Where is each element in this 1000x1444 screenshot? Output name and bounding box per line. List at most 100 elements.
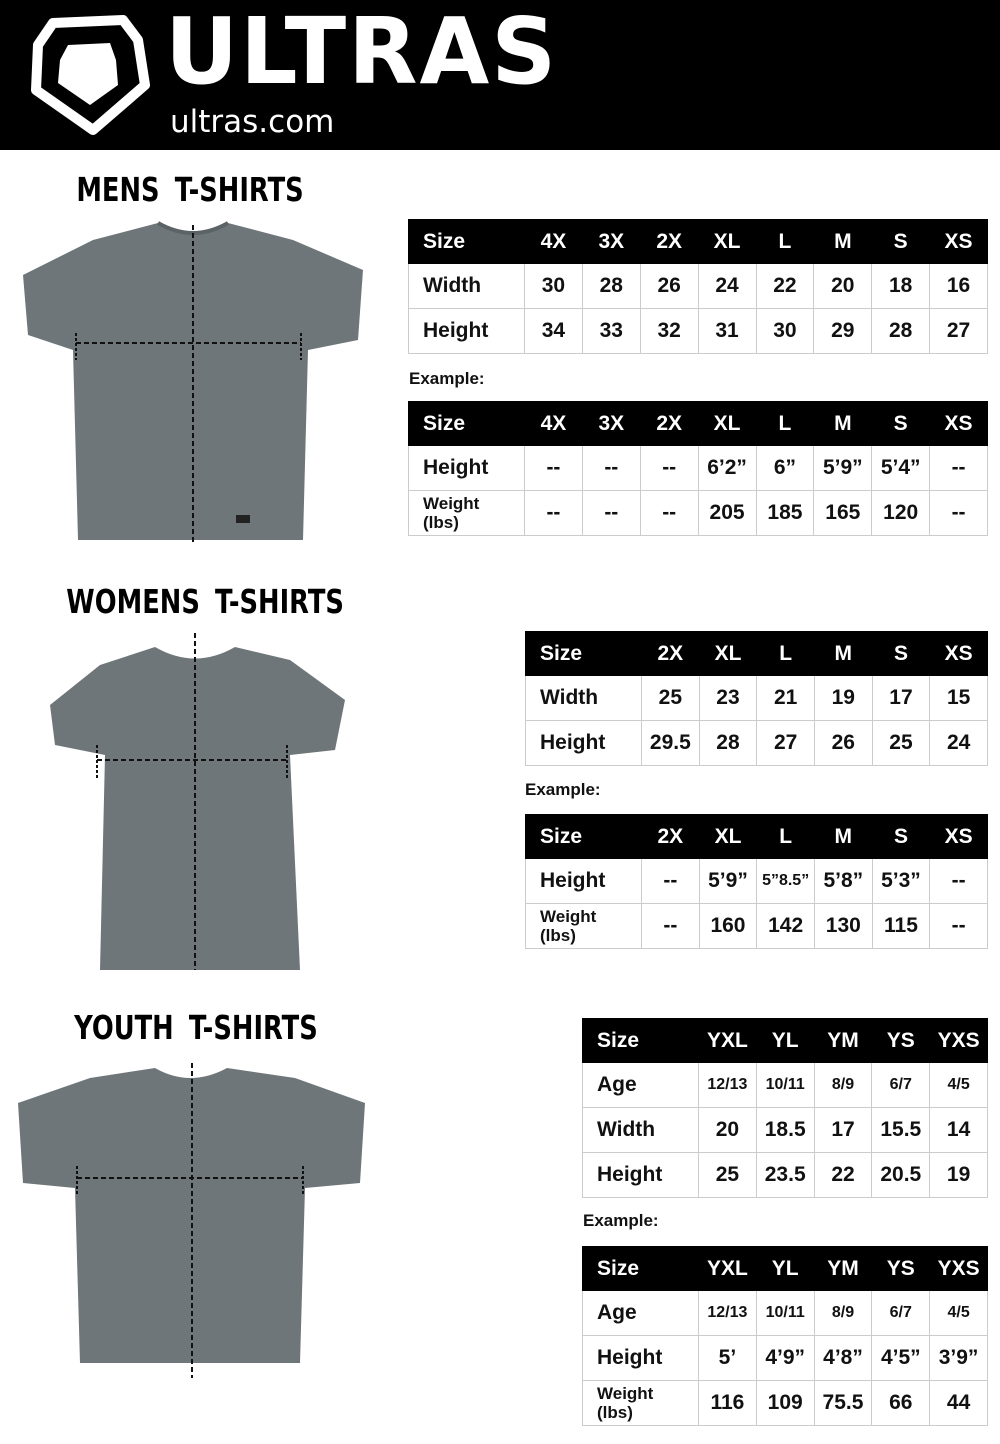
youth-title: YOUTH T-SHIRTS	[74, 1008, 318, 1047]
youth-measurement-table: Size YXL YL YM YS YXS Age 12/13 10/11 8/9 6/7 4/5 Wi…	[582, 1018, 988, 1198]
table-cell: 10/11	[755, 1062, 815, 1108]
table-cell: 5’	[698, 1335, 757, 1381]
table-cell: --	[929, 903, 988, 949]
table-cell: 25	[871, 720, 931, 766]
mens-example-table: Size 4X 3X 2X XL L M S XS Height -- -- -- 6’2” 6” 5’9” 5…	[408, 401, 988, 536]
table-cell: M	[813, 631, 873, 676]
table-cell: 26	[639, 263, 699, 309]
table-row: Weight (lbs) -- 160 142 130 115 --	[525, 903, 988, 949]
table-cell: 12/13	[698, 1290, 757, 1336]
table-cell: YXL	[698, 1246, 757, 1291]
row-label: Height	[408, 445, 525, 491]
table-cell: 8/9	[813, 1290, 873, 1336]
table-cell: 5’4”	[871, 445, 931, 491]
table-cell: 3’9”	[929, 1335, 988, 1381]
brand-name: ULTRAS	[165, 0, 559, 105]
table-cell: YS	[871, 1246, 931, 1291]
table-cell: 3X	[581, 219, 641, 264]
table-cell: L	[756, 631, 815, 676]
youth-example-table: Size YXL YL YM YS YXS Age 12/13 10/11 8/9 6/7 4/5 He…	[582, 1246, 988, 1426]
table-cell: XL	[698, 814, 758, 859]
table-cell: 34	[524, 308, 583, 354]
brand-domain: ultras.com	[170, 104, 335, 140]
row-label: Width	[582, 1107, 699, 1153]
table-cell: 20	[813, 263, 873, 309]
table-cell: XL	[697, 219, 757, 264]
ultras-shield-logo-icon	[31, 15, 150, 135]
youth-example-label: Example:	[583, 1211, 659, 1230]
table-row: Width 20 18.5 17 15.5 14	[582, 1107, 988, 1153]
row-label: Width	[408, 263, 525, 309]
table-cell: S	[871, 631, 931, 676]
mens-example-label: Example:	[409, 369, 485, 388]
table-row: Weight (lbs) 116 109 75.5 66 44	[582, 1380, 988, 1426]
table-cell: 20.5	[871, 1152, 931, 1198]
table-cell: 25	[698, 1152, 757, 1198]
table-cell: 4’8”	[813, 1335, 873, 1381]
table-cell: 2X	[641, 814, 700, 859]
table-cell: 20	[698, 1107, 757, 1153]
table-cell: 19	[929, 1152, 988, 1198]
table-cell: L	[755, 401, 815, 446]
womens-shirt-image	[50, 633, 345, 970]
table-cell: 185	[755, 490, 815, 536]
table-cell: 8/9	[813, 1062, 873, 1108]
table-cell: 75.5	[813, 1380, 873, 1426]
womens-title: WOMENS T-SHIRTS	[66, 582, 344, 621]
row-label: Age	[582, 1290, 699, 1336]
table-cell: 116	[698, 1380, 757, 1426]
table-cell: --	[929, 445, 988, 491]
table-row: Height 29.5 28 27 26 25 24	[525, 720, 988, 766]
table-header-row: Size 2X XL L M S XS	[525, 814, 988, 859]
table-row: Height 5’ 4’9” 4’8” 4’5” 3’9”	[582, 1335, 988, 1381]
table-cell: 27	[756, 720, 815, 766]
table-cell: XS	[929, 631, 988, 676]
table-cell: 6”	[755, 445, 815, 491]
table-cell: 165	[813, 490, 873, 536]
table-cell: 4X	[524, 401, 583, 446]
row-label: Size	[408, 219, 525, 264]
table-row: Width 25 23 21 19 17 15	[525, 675, 988, 721]
table-cell: 4/5	[929, 1290, 988, 1336]
table-cell: YS	[871, 1018, 931, 1063]
table-cell: 28	[871, 308, 931, 354]
table-row: Age 12/13 10/11 8/9 6/7 4/5	[582, 1290, 988, 1336]
table-cell: 66	[871, 1380, 931, 1426]
table-cell: 23.5	[755, 1152, 815, 1198]
row-label: Height	[408, 308, 525, 354]
table-cell: 28	[581, 263, 641, 309]
table-cell: --	[641, 903, 700, 949]
table-cell: 24	[697, 263, 757, 309]
table-cell: YL	[755, 1018, 815, 1063]
table-cell: 17	[871, 675, 931, 721]
table-cell: 17	[813, 1107, 873, 1153]
row-label: Weight (lbs)	[525, 903, 642, 949]
table-cell: S	[871, 219, 931, 264]
table-cell: 2X	[641, 631, 700, 676]
table-header-row: Size 2X XL L M S XS	[525, 631, 988, 676]
table-row: Height -- 5’9” 5”8.5” 5’8” 5’3” --	[525, 858, 988, 904]
table-cell: 5’9”	[813, 445, 873, 491]
table-cell: 142	[756, 903, 815, 949]
table-cell: 27	[929, 308, 988, 354]
table-cell: 205	[697, 490, 757, 536]
row-label: Size	[408, 401, 525, 446]
table-cell: 5’9”	[698, 858, 758, 904]
table-cell: --	[929, 490, 988, 536]
table-row: Age 12/13 10/11 8/9 6/7 4/5	[582, 1062, 988, 1108]
table-cell: 44	[929, 1380, 988, 1426]
table-cell: --	[524, 445, 583, 491]
table-cell: --	[524, 490, 583, 536]
table-cell: --	[581, 490, 641, 536]
table-cell: 10/11	[755, 1290, 815, 1336]
table-cell: 26	[813, 720, 873, 766]
table-cell: XS	[929, 814, 988, 859]
table-cell: 5”8.5”	[756, 858, 815, 904]
womens-example-table: Size 2X XL L M S XS Height -- 5’9” 5”8.5” 5’8” 5’3” -…	[525, 814, 988, 949]
table-row: Height 34 33 32 31 30 29 28 27	[408, 308, 988, 354]
row-label: Size	[582, 1246, 699, 1291]
table-cell: 15	[929, 675, 988, 721]
table-cell: --	[639, 445, 699, 491]
table-cell: L	[756, 814, 815, 859]
table-cell: 31	[697, 308, 757, 354]
